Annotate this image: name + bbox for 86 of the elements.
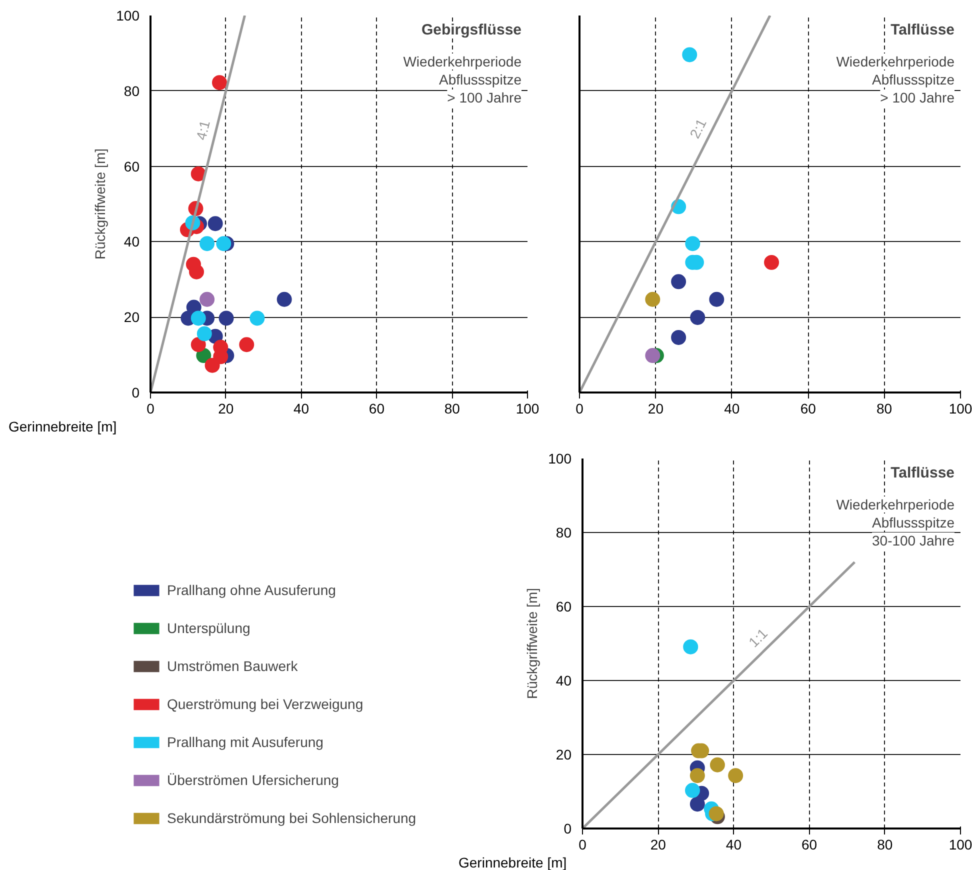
annotation: Abflussspitze: [439, 72, 522, 88]
x-tick-label: 100: [948, 836, 972, 852]
x-tick-label: 80: [877, 836, 893, 852]
chart-title: Gebirgsflüsse: [421, 22, 522, 38]
point: [671, 330, 686, 345]
x-tick-label: 20: [648, 400, 664, 416]
point: [683, 639, 698, 654]
x-tick-label: 100: [516, 400, 540, 416]
legend-label: Querströmung bei Verzweigung: [167, 695, 364, 714]
point: [190, 337, 206, 352]
point: [685, 236, 700, 252]
point: [690, 796, 705, 812]
x-tick-label: 80: [876, 400, 892, 416]
point: [190, 310, 206, 326]
text: 1:1: [745, 624, 771, 650]
y-tick-label: 40: [124, 234, 140, 250]
point: [708, 806, 724, 822]
x-tick-label: 100: [948, 400, 972, 416]
point: [728, 768, 744, 784]
y-tick-label: 60: [556, 598, 572, 614]
point: [239, 337, 254, 352]
y-tick-label: 40: [556, 672, 572, 688]
point: [685, 782, 700, 798]
y-tick-label: 60: [124, 158, 140, 174]
y-tick-label: 80: [124, 82, 140, 99]
text: 2:1: [686, 116, 710, 141]
x-tick-label: 0: [576, 400, 584, 416]
point: [216, 236, 232, 252]
x-tick-label: 80: [444, 400, 460, 416]
annotation: 30-100 Jahre: [872, 532, 955, 548]
point: [212, 75, 227, 90]
legend-label: Prallhang mit Ausuferung: [167, 733, 324, 752]
y-tick-label: 20: [556, 746, 572, 762]
x-tick-label: 20: [650, 836, 666, 852]
x-axis-title: Gerinnebreite [m]: [8, 418, 117, 434]
annotation: Abflussspitze: [872, 514, 955, 530]
point: [250, 310, 265, 326]
point: [764, 254, 780, 270]
point: [690, 768, 705, 784]
point: [276, 292, 292, 307]
point: [200, 236, 215, 252]
point: [188, 264, 204, 280]
x-tick-label: 0: [146, 400, 155, 416]
annotation: Wiederkehrperiode: [403, 54, 522, 70]
x-tick-label: 60: [802, 836, 818, 852]
point: [218, 310, 234, 326]
y-axis-title: Rückgriffweite [m]: [92, 148, 108, 260]
legend-label: Unterspülung: [167, 619, 250, 638]
y-tick-label: 0: [564, 820, 572, 836]
x-tick-label: 40: [726, 836, 742, 852]
annotation: Abflussspitze: [872, 72, 955, 88]
x-tick-label: 20: [218, 400, 234, 416]
x-tick-label: 40: [294, 400, 310, 416]
x-tick-label: 60: [800, 400, 816, 416]
x-tick-label: 0: [578, 836, 587, 852]
chart-title: Talflüsse: [890, 464, 955, 482]
annotation: Wiederkehrperiode: [836, 54, 955, 70]
legend-label: Prallhang ohne Ausuferung: [167, 581, 336, 600]
y-tick-label: 20: [124, 309, 140, 326]
chart-title: Talflüsse: [890, 22, 955, 38]
point: [709, 292, 724, 307]
y-tick-label: 0: [132, 384, 140, 400]
point: [208, 216, 223, 232]
x-tick-label: 40: [724, 400, 740, 416]
point: [645, 292, 660, 307]
point: [204, 358, 220, 373]
x-tick-label: 60: [368, 400, 385, 416]
y-tick-label: 100: [116, 8, 140, 24]
point: [710, 757, 725, 772]
point: [200, 292, 215, 307]
annotation: > 100 Jahre: [880, 90, 955, 106]
point: [682, 47, 698, 62]
annotation: > 100 Jahre: [447, 90, 522, 106]
y-tick-label: 80: [556, 524, 572, 540]
legend-label: Überströmen Ufersicherung: [167, 771, 339, 790]
point: [690, 310, 706, 325]
point: [645, 348, 660, 364]
point: [190, 166, 206, 182]
y-tick-label: 100: [548, 450, 572, 466]
text: 4:1: [192, 118, 213, 142]
legend-label: Sekundärströmung bei Sohlensicherung: [167, 809, 416, 828]
y-axis-title: Rückgriffweite [m]: [524, 588, 540, 699]
legend-label: Umströmen Bauwerk: [167, 657, 298, 676]
point: [671, 274, 686, 290]
annotation: Wiederkehrperiode: [836, 496, 955, 512]
point: [196, 326, 212, 342]
